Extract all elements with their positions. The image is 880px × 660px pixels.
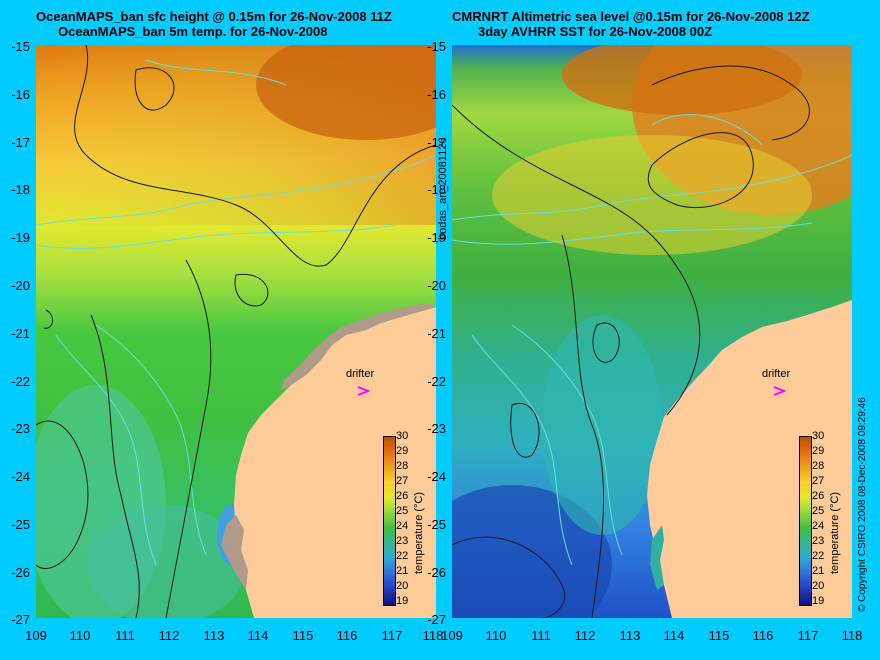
- left-drifter-label: drifter: [346, 368, 374, 380]
- left-map-svg: drifter: [36, 45, 436, 618]
- left-ytick: -15: [11, 39, 30, 54]
- left-ytick: -23: [11, 421, 30, 436]
- right-ytick: -23: [427, 421, 446, 436]
- left-drifter-marker: [357, 386, 371, 396]
- right-cbar-tick: 23: [812, 535, 825, 547]
- left-xtick: 113: [203, 628, 225, 643]
- left-xtick: 116: [336, 628, 358, 643]
- left-title-line1: OceanMAPS_ban sfc height @ 0.15m for 26-…: [36, 9, 392, 24]
- left-cbar-tick: 25: [396, 505, 409, 517]
- left-cbar-tick: 26: [396, 490, 409, 502]
- right-cbar-tick: 25: [812, 505, 825, 517]
- right-cbar-tick: 24: [812, 520, 825, 532]
- right-cbar-tick: 28: [812, 460, 825, 472]
- right-map-svg: drifter: [452, 45, 852, 618]
- left-ytick: -17: [11, 135, 30, 150]
- right-xtick: 109: [441, 628, 463, 643]
- right-xtick: 110: [485, 628, 507, 643]
- right-xtick: 111: [531, 628, 551, 643]
- left-cbar-tick: 27: [396, 475, 409, 487]
- right-colorbar-title: temperature (°C): [829, 491, 841, 574]
- right-map-panel: drifter: [452, 45, 852, 618]
- right-xtick: 117: [797, 628, 819, 643]
- right-cbar-tick: 27: [812, 475, 825, 487]
- left-ytick: -24: [11, 469, 30, 484]
- right-cbar-tick: 21: [812, 565, 825, 577]
- left-cbar-tick: 28: [396, 460, 409, 472]
- left-xtick: 114: [247, 628, 269, 643]
- right-xtick: 113: [619, 628, 641, 643]
- right-ytick: -18: [427, 182, 446, 197]
- right-cbar-tick: 30: [812, 430, 825, 442]
- right-xtick: 115: [708, 628, 730, 643]
- left-ytick: -19: [11, 230, 30, 245]
- right-ytick: -15: [427, 39, 446, 54]
- copyright-label: © Copyright CSIRO 2008 08-Dec-2008 09:29…: [857, 397, 868, 612]
- right-cbar-tick: 22: [812, 550, 825, 562]
- left-colorbar-title: temperature (°C): [413, 491, 425, 574]
- left-cbar-tick: 30: [396, 430, 409, 442]
- right-ytick: -16: [427, 87, 446, 102]
- left-colorbar: [383, 436, 396, 606]
- right-ytick: -21: [427, 326, 446, 341]
- left-cbar-tick: 29: [396, 445, 409, 457]
- right-ytick: -17: [427, 135, 446, 150]
- left-ytick: -20: [11, 278, 30, 293]
- right-ytick: -22: [427, 374, 446, 389]
- right-xtick: 118: [841, 628, 863, 643]
- right-cbar-tick: 20: [812, 580, 825, 592]
- right-colorbar: [799, 436, 812, 606]
- right-xtick: 114: [663, 628, 685, 643]
- right-ytick: -27: [427, 612, 446, 627]
- left-cbar-tick: 20: [396, 580, 409, 592]
- left-xtick: 117: [381, 628, 403, 643]
- left-ytick: -16: [11, 87, 30, 102]
- right-xtick: 116: [752, 628, 774, 643]
- left-xtick: 118: [422, 628, 444, 643]
- left-xtick: 110: [69, 628, 91, 643]
- left-ytick: -26: [11, 565, 30, 580]
- left-xtick: 111: [115, 628, 135, 643]
- run-id-label: bodas_an_20081126: [437, 137, 449, 240]
- left-cbar-tick: 19: [396, 595, 409, 607]
- right-drifter-marker: [773, 386, 787, 396]
- left-ytick: -22: [11, 374, 30, 389]
- right-cbar-tick: 26: [812, 490, 825, 502]
- right-drifter-label: drifter: [762, 368, 790, 380]
- left-xtick: 109: [25, 628, 47, 643]
- left-title-line2: OceanMAPS_ban 5m temp. for 26-Nov-2008: [58, 24, 328, 39]
- right-title-line1: CMRNRT Altimetric sea level @0.15m for 2…: [452, 9, 810, 24]
- left-cbar-tick: 22: [396, 550, 409, 562]
- right-ytick: -19: [427, 230, 446, 245]
- right-ytick: -25: [427, 517, 446, 532]
- right-cbar-tick: 29: [812, 445, 825, 457]
- left-map-panel: drifter: [36, 45, 436, 618]
- left-ytick: -21: [11, 326, 30, 341]
- right-cbar-tick: 19: [812, 595, 825, 607]
- left-xtick: 115: [292, 628, 314, 643]
- left-ytick: -18: [11, 182, 30, 197]
- left-ytick: -25: [11, 517, 30, 532]
- left-cbar-tick: 21: [396, 565, 409, 577]
- left-cbar-tick: 23: [396, 535, 409, 547]
- left-ytick: -27: [11, 612, 30, 627]
- right-ytick: -24: [427, 469, 446, 484]
- right-ytick: -20: [427, 278, 446, 293]
- right-xtick: 112: [574, 628, 596, 643]
- left-cbar-tick: 24: [396, 520, 409, 532]
- left-xtick: 112: [158, 628, 180, 643]
- right-title-line2: 3day AVHRR SST for 26-Nov-2008 00Z: [478, 24, 713, 39]
- right-ytick: -26: [427, 565, 446, 580]
